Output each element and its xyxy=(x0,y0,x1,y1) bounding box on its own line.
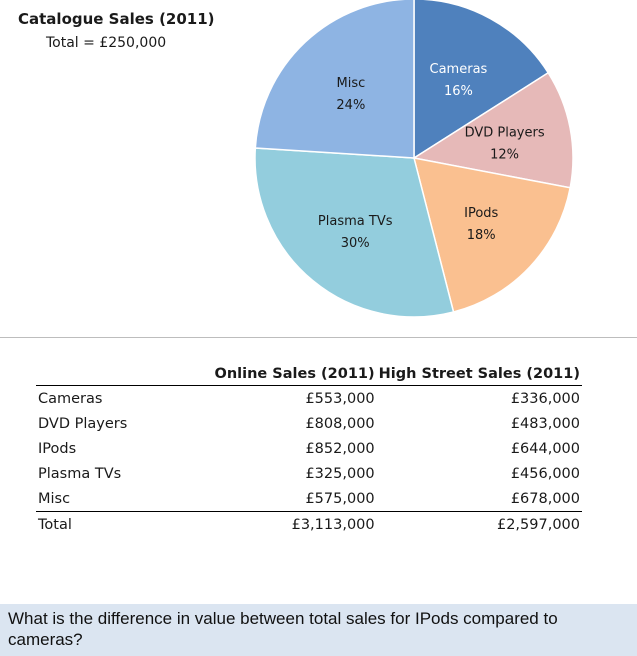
table-header-blank xyxy=(36,362,171,386)
row-label: DVD Players xyxy=(38,415,128,432)
row-label: IPods xyxy=(38,440,77,457)
online-sales-value: £575,000 xyxy=(305,490,375,507)
table-total-row: Total £3,113,000 £2,597,000 xyxy=(36,512,582,538)
high-street-sales-value: £336,000 xyxy=(510,390,580,407)
online-sales-value: £852,000 xyxy=(305,440,375,457)
row-label: Plasma TVs xyxy=(38,465,122,482)
high-street-sales-value: £678,000 xyxy=(510,490,580,507)
pie-label-misc: Misc xyxy=(336,76,365,91)
online-sales-value: £553,000 xyxy=(305,390,375,407)
row-label: Misc xyxy=(38,490,71,507)
pie-label-cameras: Cameras xyxy=(430,62,488,77)
table-row: IPods £852,000 £644,000 xyxy=(36,436,582,461)
pie-slice-ipods xyxy=(412,157,572,313)
online-total-value: £3,113,000 xyxy=(291,516,375,533)
table-header-online: Online Sales (2011) xyxy=(214,366,375,382)
pie-slice-cameras xyxy=(413,0,550,160)
section-divider xyxy=(0,337,637,338)
pie-label-plasma-tvs: Plasma TVs xyxy=(318,214,393,229)
table-row: Plasma TVs £325,000 £456,000 xyxy=(36,461,582,486)
high-street-sales-value: £644,000 xyxy=(510,440,580,457)
total-label: Total xyxy=(38,516,72,533)
pie-label-ipods: IPods xyxy=(464,206,498,221)
pie-slice-plasma-tvs xyxy=(254,147,455,318)
pie-percent-cameras: 16% xyxy=(444,84,473,99)
online-sales-value: £808,000 xyxy=(305,415,375,432)
pie-percent-ipods: 18% xyxy=(467,228,496,243)
row-label: Cameras xyxy=(38,390,103,407)
question-text: What is the difference in value between … xyxy=(0,604,637,656)
high-street-total-value: £2,597,000 xyxy=(496,516,580,533)
pie-label-dvd-players: DVD Players xyxy=(465,126,545,141)
table-row: DVD Players £808,000 £483,000 xyxy=(36,411,582,436)
pie-chart-title: Catalogue Sales (2011) xyxy=(18,10,215,28)
pie-chart-subtitle: Total = £250,000 xyxy=(46,35,167,51)
pie-percent-misc: 24% xyxy=(336,98,365,113)
sales-table: Online Sales (2011) High Street Sales (2… xyxy=(36,362,582,537)
table-header-high-street: High Street Sales (2011) xyxy=(378,366,580,382)
high-street-sales-value: £483,000 xyxy=(510,415,580,432)
pie-slice-dvd-players xyxy=(411,71,574,189)
pie-slice-misc xyxy=(254,0,415,159)
high-street-sales-value: £456,000 xyxy=(510,465,580,482)
online-sales-value: £325,000 xyxy=(305,465,375,482)
pie-percent-dvd-players: 12% xyxy=(490,148,519,163)
table-header-row: Online Sales (2011) High Street Sales (2… xyxy=(36,362,582,386)
pie-chart: Cameras 16% DVD Players 12% IPods 18% Plasma T… xyxy=(254,0,574,318)
table-row: Cameras £553,000 £336,000 xyxy=(36,386,582,412)
table-row: Misc £575,000 £678,000 xyxy=(36,486,582,512)
pie-percent-plasma-tvs: 30% xyxy=(341,236,370,251)
